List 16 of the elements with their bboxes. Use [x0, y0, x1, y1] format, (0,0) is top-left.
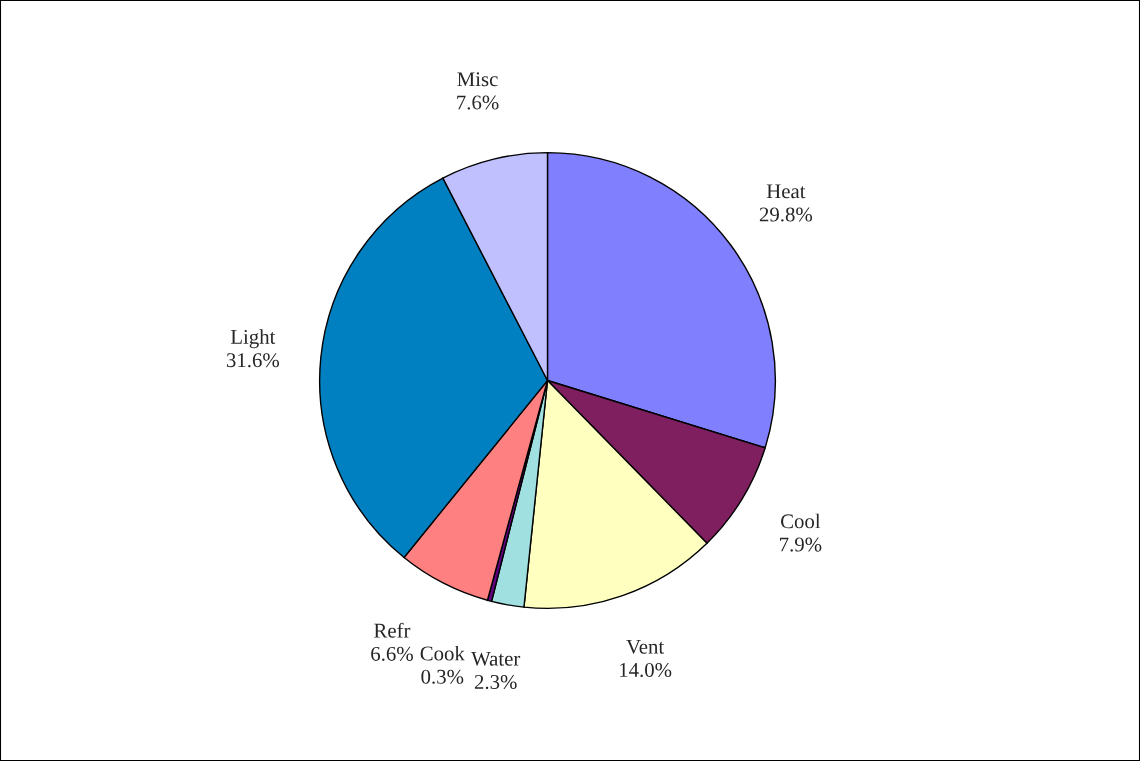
data-label: 29.8% — [759, 207, 813, 222]
slice-label: Cool — [780, 513, 821, 529]
slice-label: Cook — [420, 645, 465, 661]
data-label: 0.3% — [421, 669, 464, 684]
data-label: 2.3% — [474, 674, 517, 690]
slice-label: Light — [230, 329, 276, 349]
data-label: 7.9% — [780, 537, 822, 552]
data-label: 31.6% — [226, 353, 280, 368]
data-label: 14.0% — [620, 662, 672, 678]
slice-label: Refr — [374, 622, 411, 638]
slice-label: Heat — [766, 184, 806, 199]
slice-label: Vent — [626, 639, 665, 654]
data-label: 6.6% — [371, 646, 413, 661]
slice-label: Water — [471, 651, 521, 666]
slice-label: Misc — [457, 72, 498, 87]
data-label: 7.6% — [457, 95, 499, 110]
